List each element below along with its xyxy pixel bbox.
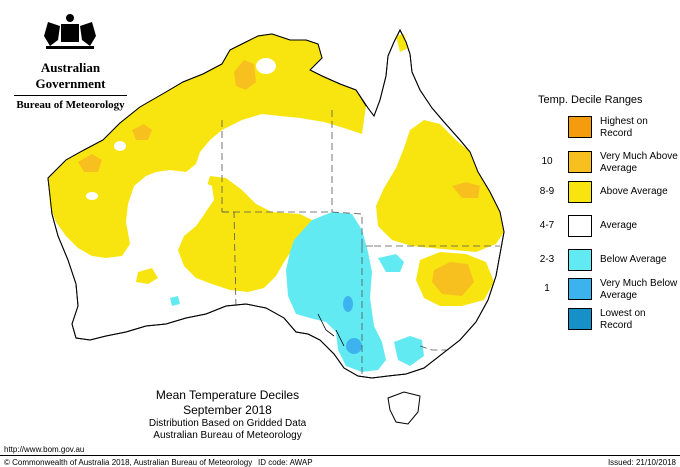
- legend-label: Average: [600, 220, 638, 231]
- below-average-wa: [170, 296, 180, 306]
- legend-swatch: [568, 151, 592, 173]
- below-average-east-blob: [378, 254, 404, 272]
- map-period: September 2018: [183, 403, 272, 417]
- very-much-above-pilbara: [78, 154, 102, 172]
- legend-swatch: [568, 181, 592, 203]
- very-much-below-2: [346, 338, 362, 354]
- average-central-desert: [140, 176, 214, 232]
- copyright-text: © Commonwealth of Australia 2018, Austra…: [4, 458, 253, 467]
- issued-date: Issued: 21/10/2018: [607, 458, 676, 467]
- government-logo: Australian Government Bureau of Meteorol…: [8, 10, 133, 111]
- bureau-name: Bureau of Meteorology: [16, 99, 125, 111]
- very-much-above-nsw: [432, 262, 474, 296]
- above-average-cape-york: [396, 34, 408, 52]
- below-average-south: [286, 212, 386, 372]
- spencer-gulf: [317, 313, 345, 347]
- map-subtitle-method: Distribution Based on Gridded Data: [148, 418, 307, 429]
- legend-code: 1: [544, 283, 550, 294]
- legend-item-average: 4-7 Average: [530, 215, 680, 239]
- legend-title: Temp. Decile Ranges: [538, 94, 643, 106]
- legend-item-very-much-below: 1 Very Much Below Average: [530, 278, 680, 302]
- very-much-above-nt: [234, 60, 256, 90]
- above-average-east: [376, 120, 504, 252]
- legend-swatch: [568, 278, 592, 300]
- legend-code: 10: [541, 156, 553, 167]
- legend-item-very-much-above: 10 Very Much Above Average: [530, 151, 680, 175]
- legend-item-below: 2-3 Below Average: [530, 249, 680, 273]
- legend-label: Highest on Record: [600, 116, 648, 139]
- very-much-above-qld: [452, 182, 480, 198]
- logo-divider: [14, 95, 127, 96]
- above-average-north-west: [48, 34, 366, 258]
- legend-swatch: [568, 215, 592, 237]
- map-title-block: Mean Temperature Deciles September 2018 …: [120, 388, 335, 442]
- legend-item-above: 8-9 Above Average: [530, 181, 680, 205]
- map-subtitle-source: Australian Bureau of Meteorology: [153, 430, 302, 441]
- average-hole-3: [86, 192, 98, 200]
- legend-code: 8-9: [539, 186, 555, 197]
- legend-label: Lowest on Record: [600, 308, 646, 331]
- legend-code: 2-3: [539, 254, 555, 265]
- average-hole-2: [114, 141, 126, 151]
- above-average-central: [178, 176, 312, 292]
- legend-label: Very Much Below Average: [600, 278, 678, 301]
- very-much-below-1: [343, 296, 353, 312]
- footer-divider: [0, 455, 680, 456]
- very-much-above-kimberley: [132, 124, 152, 140]
- government-name: Australian Government: [35, 60, 106, 91]
- coat-of-arms-icon: [44, 14, 96, 49]
- map-title: Mean Temperature Deciles: [155, 388, 300, 402]
- legend-swatch: [568, 116, 592, 138]
- legend-swatch: [568, 308, 592, 330]
- id-code: ID code: AWAP: [258, 458, 313, 467]
- legend-item-lowest: Lowest on Record: [530, 308, 680, 332]
- source-url: http://www.bom.gov.au: [4, 445, 85, 454]
- tasmania: [387, 391, 421, 425]
- legend-label: Above Average: [600, 186, 668, 197]
- legend-swatch: [568, 249, 592, 271]
- average-hole-1: [256, 58, 276, 74]
- legend-label: Below Average: [600, 254, 667, 265]
- state-borders: [221, 110, 500, 376]
- legend-label: Very Much Above Average: [600, 151, 678, 174]
- below-average-victoria: [394, 336, 424, 366]
- legend-code: 4-7: [539, 220, 555, 231]
- above-average-sw-blob: [136, 268, 158, 284]
- legend-item-highest: Highest on Record: [530, 116, 680, 140]
- coastline: [47, 28, 505, 379]
